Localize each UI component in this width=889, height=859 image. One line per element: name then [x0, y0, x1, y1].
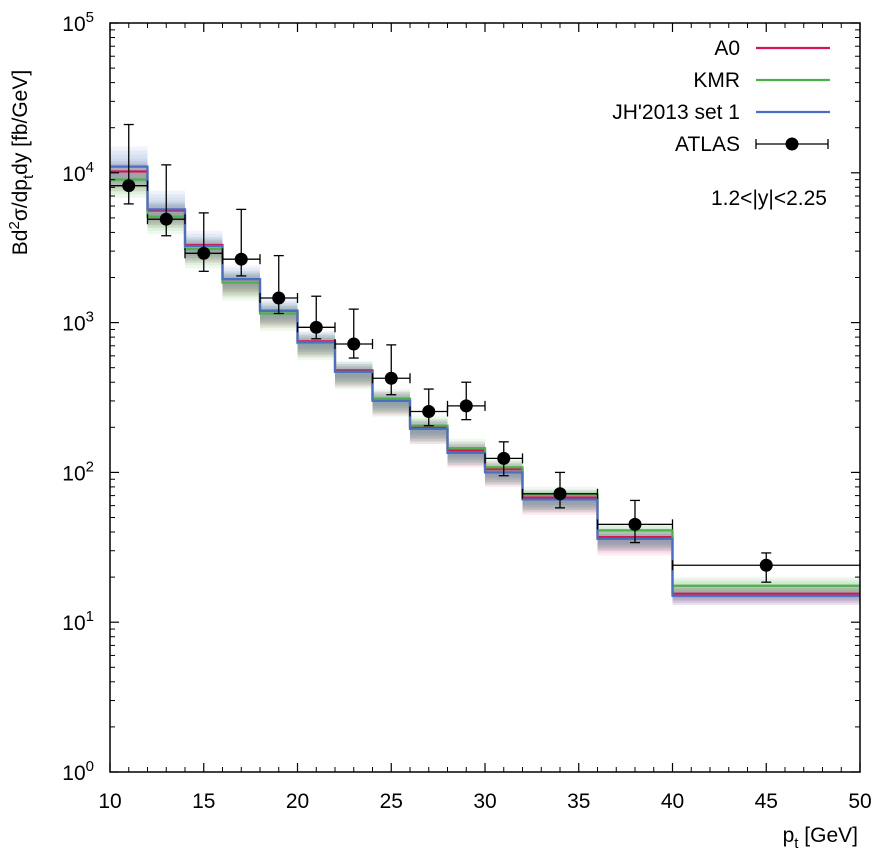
band-kmr-bin-4 [260, 311, 298, 323]
atlas-point-12 [596, 499, 674, 544]
y-tick-label-5: 105 [62, 9, 94, 36]
band-jh-2013-set-1-bin-8 [410, 428, 448, 433]
legend-label-a0: A0 [714, 37, 740, 60]
band-a0-bin-7 [372, 398, 410, 409]
atlas-point-9 [446, 381, 486, 421]
y-tick-label-2: 102 [62, 458, 94, 485]
band-kmr-bin-4 [260, 314, 298, 320]
band-jh-2013-set-1-bin-6 [335, 361, 373, 385]
atlas-marker-5 [309, 320, 323, 334]
band-kmr-bin-6 [335, 361, 373, 390]
band-kmr-bin-6 [335, 369, 373, 381]
atlas-point-11 [521, 471, 599, 509]
atlas-point-8 [409, 388, 449, 427]
uncertainty-bands [110, 146, 860, 606]
band-jh-2013-set-1-bin-6 [335, 370, 373, 376]
band-kmr-bin-6 [335, 372, 373, 379]
band-a0-bin-8 [410, 426, 448, 437]
band-kmr-bin-7 [372, 400, 410, 406]
atlas-marker-3 [234, 252, 248, 266]
atlas-point-5 [296, 295, 336, 340]
atlas-point-10 [484, 441, 524, 477]
band-a0-bin-3 [222, 279, 260, 290]
atlas-point-2 [184, 212, 224, 272]
y-tick-label-3: 103 [62, 309, 94, 336]
axis-ticks: 10 15 20 25 30 35 40 45 50 100 101 102 103 104 105 [62, 9, 871, 813]
x-tick-label-10: 10 [98, 790, 121, 813]
atlas-marker-7 [384, 371, 398, 385]
band-a0-bin-6 [335, 370, 373, 381]
x-tick-label-30: 30 [473, 790, 496, 813]
legend-marker-atlas [785, 137, 799, 151]
atlas-marker-13 [759, 558, 773, 572]
band-kmr-bin-13 [672, 586, 860, 592]
atlas-point-3 [221, 208, 261, 277]
band-jh-2013-set-1-bin-6 [335, 368, 373, 378]
band-kmr-bin-7 [372, 397, 410, 409]
band-kmr-bin-5 [297, 343, 335, 350]
atlas-marker-4 [272, 291, 286, 305]
band-a0-bin-9 [447, 452, 485, 458]
x-tick-label-35: 35 [567, 790, 590, 813]
legend-label-atlas: ATLAS [675, 133, 740, 156]
band-a0-bin-4 [260, 312, 298, 321]
band-a0-bin-7 [372, 401, 410, 407]
band-a0-bin-9 [447, 449, 485, 460]
band-a0-bin-5 [297, 343, 335, 349]
legend-label-kmr: KMR [693, 69, 740, 92]
legend-label-jh-2013-set-1: JH'2013 set 1 [612, 101, 740, 124]
y-tick-label-4: 104 [62, 159, 94, 186]
band-jh-2013-set-1-bin-9 [447, 452, 485, 457]
band-jh-2013-set-1-bin-8 [410, 426, 448, 436]
band-jh-2013-set-1-bin-6 [335, 363, 373, 383]
band-a0-bin-9 [447, 441, 485, 468]
atlas-point-13 [671, 552, 861, 583]
atlas-marker-12 [628, 517, 642, 531]
atlas-marker-11 [553, 487, 567, 501]
band-jh-2013-set-1-bin-9 [447, 450, 485, 459]
atlas-marker-8 [422, 405, 436, 419]
band-kmr-bin-3 [222, 283, 260, 289]
atlas-point-7 [371, 344, 411, 396]
band-a0-bin-5 [297, 341, 335, 351]
x-tick-label-50: 50 [848, 790, 871, 813]
atlas-point-4 [259, 254, 299, 315]
band-kmr-bin-3 [222, 280, 260, 292]
y-tick-label-1: 101 [62, 608, 94, 635]
x-tick-label-25: 25 [380, 790, 403, 813]
y-tick-label-0: 100 [62, 758, 94, 785]
x-tick-label-45: 45 [755, 790, 778, 813]
atlas-marker-9 [459, 399, 473, 413]
band-a0-bin-6 [335, 373, 373, 378]
y-axis-label: Bd2σ/dptdy [fb/GeV] [6, 70, 37, 255]
band-a0-bin-8 [410, 429, 448, 435]
x-tick-label-15: 15 [192, 790, 215, 813]
x-tick-label-20: 20 [286, 790, 309, 813]
band-a0-bin-4 [260, 307, 298, 326]
atlas-marker-2 [197, 246, 211, 260]
rapidity-annotation: 1.2<|y|<2.25 [711, 187, 827, 210]
band-kmr-bin-7 [372, 391, 410, 415]
atlas-marker-1 [159, 212, 173, 226]
atlas-marker-0 [122, 179, 136, 193]
plot-frame [109, 22, 861, 773]
legend: A0 KMR JH'2013 set 1 ATLAS [612, 37, 830, 156]
band-kmr-bin-13 [672, 584, 860, 594]
atlas-point-6 [334, 308, 374, 359]
x-axis-label: pt [GeV] [783, 824, 858, 852]
band-a0-bin-3 [222, 282, 260, 287]
atlas-point-1 [146, 164, 186, 237]
band-a0-bin-4 [260, 314, 298, 319]
atlas-point-0 [109, 123, 149, 205]
atlas-marker-6 [347, 337, 361, 351]
atlas-marker-10 [497, 451, 511, 465]
x-tick-label-40: 40 [661, 790, 684, 813]
band-kmr-bin-5 [297, 340, 335, 352]
band-a0-bin-3 [222, 277, 260, 292]
atlas-data-points [109, 123, 861, 583]
